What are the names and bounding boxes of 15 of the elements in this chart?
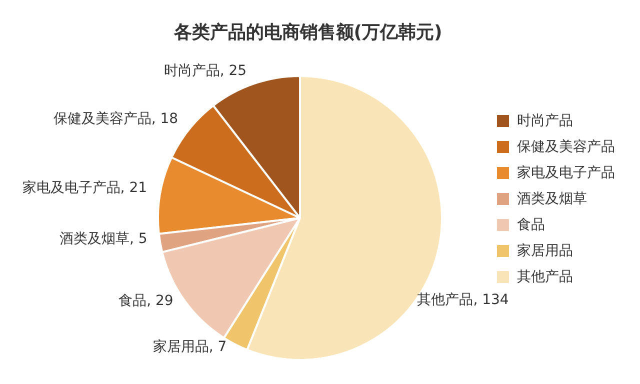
data-label: 家电及电子产品, 21 (22, 179, 148, 198)
chart-title: 各类产品的电商销售额(万亿韩元) (172, 21, 444, 44)
legend-label: 食品 (517, 216, 545, 234)
legend-label: 保健及美容产品 (517, 138, 615, 156)
data-label: 酒类及烟草, 5 (60, 230, 148, 248)
legend-label: 家电及电子产品 (517, 164, 615, 182)
legend-label: 其他产品 (517, 268, 573, 286)
data-label: 其他产品, 134 (417, 291, 509, 309)
data-label: 家居用品, 7 (152, 338, 227, 356)
data-label: 时尚产品, 25 (164, 62, 247, 80)
legend-label: 时尚产品 (517, 112, 573, 130)
legend-label: 酒类及烟草 (517, 190, 587, 208)
legend-label: 家居用品 (517, 242, 573, 260)
data-label: 保健及美容产品, 18 (53, 110, 178, 128)
data-label: 食品, 29 (118, 292, 174, 310)
